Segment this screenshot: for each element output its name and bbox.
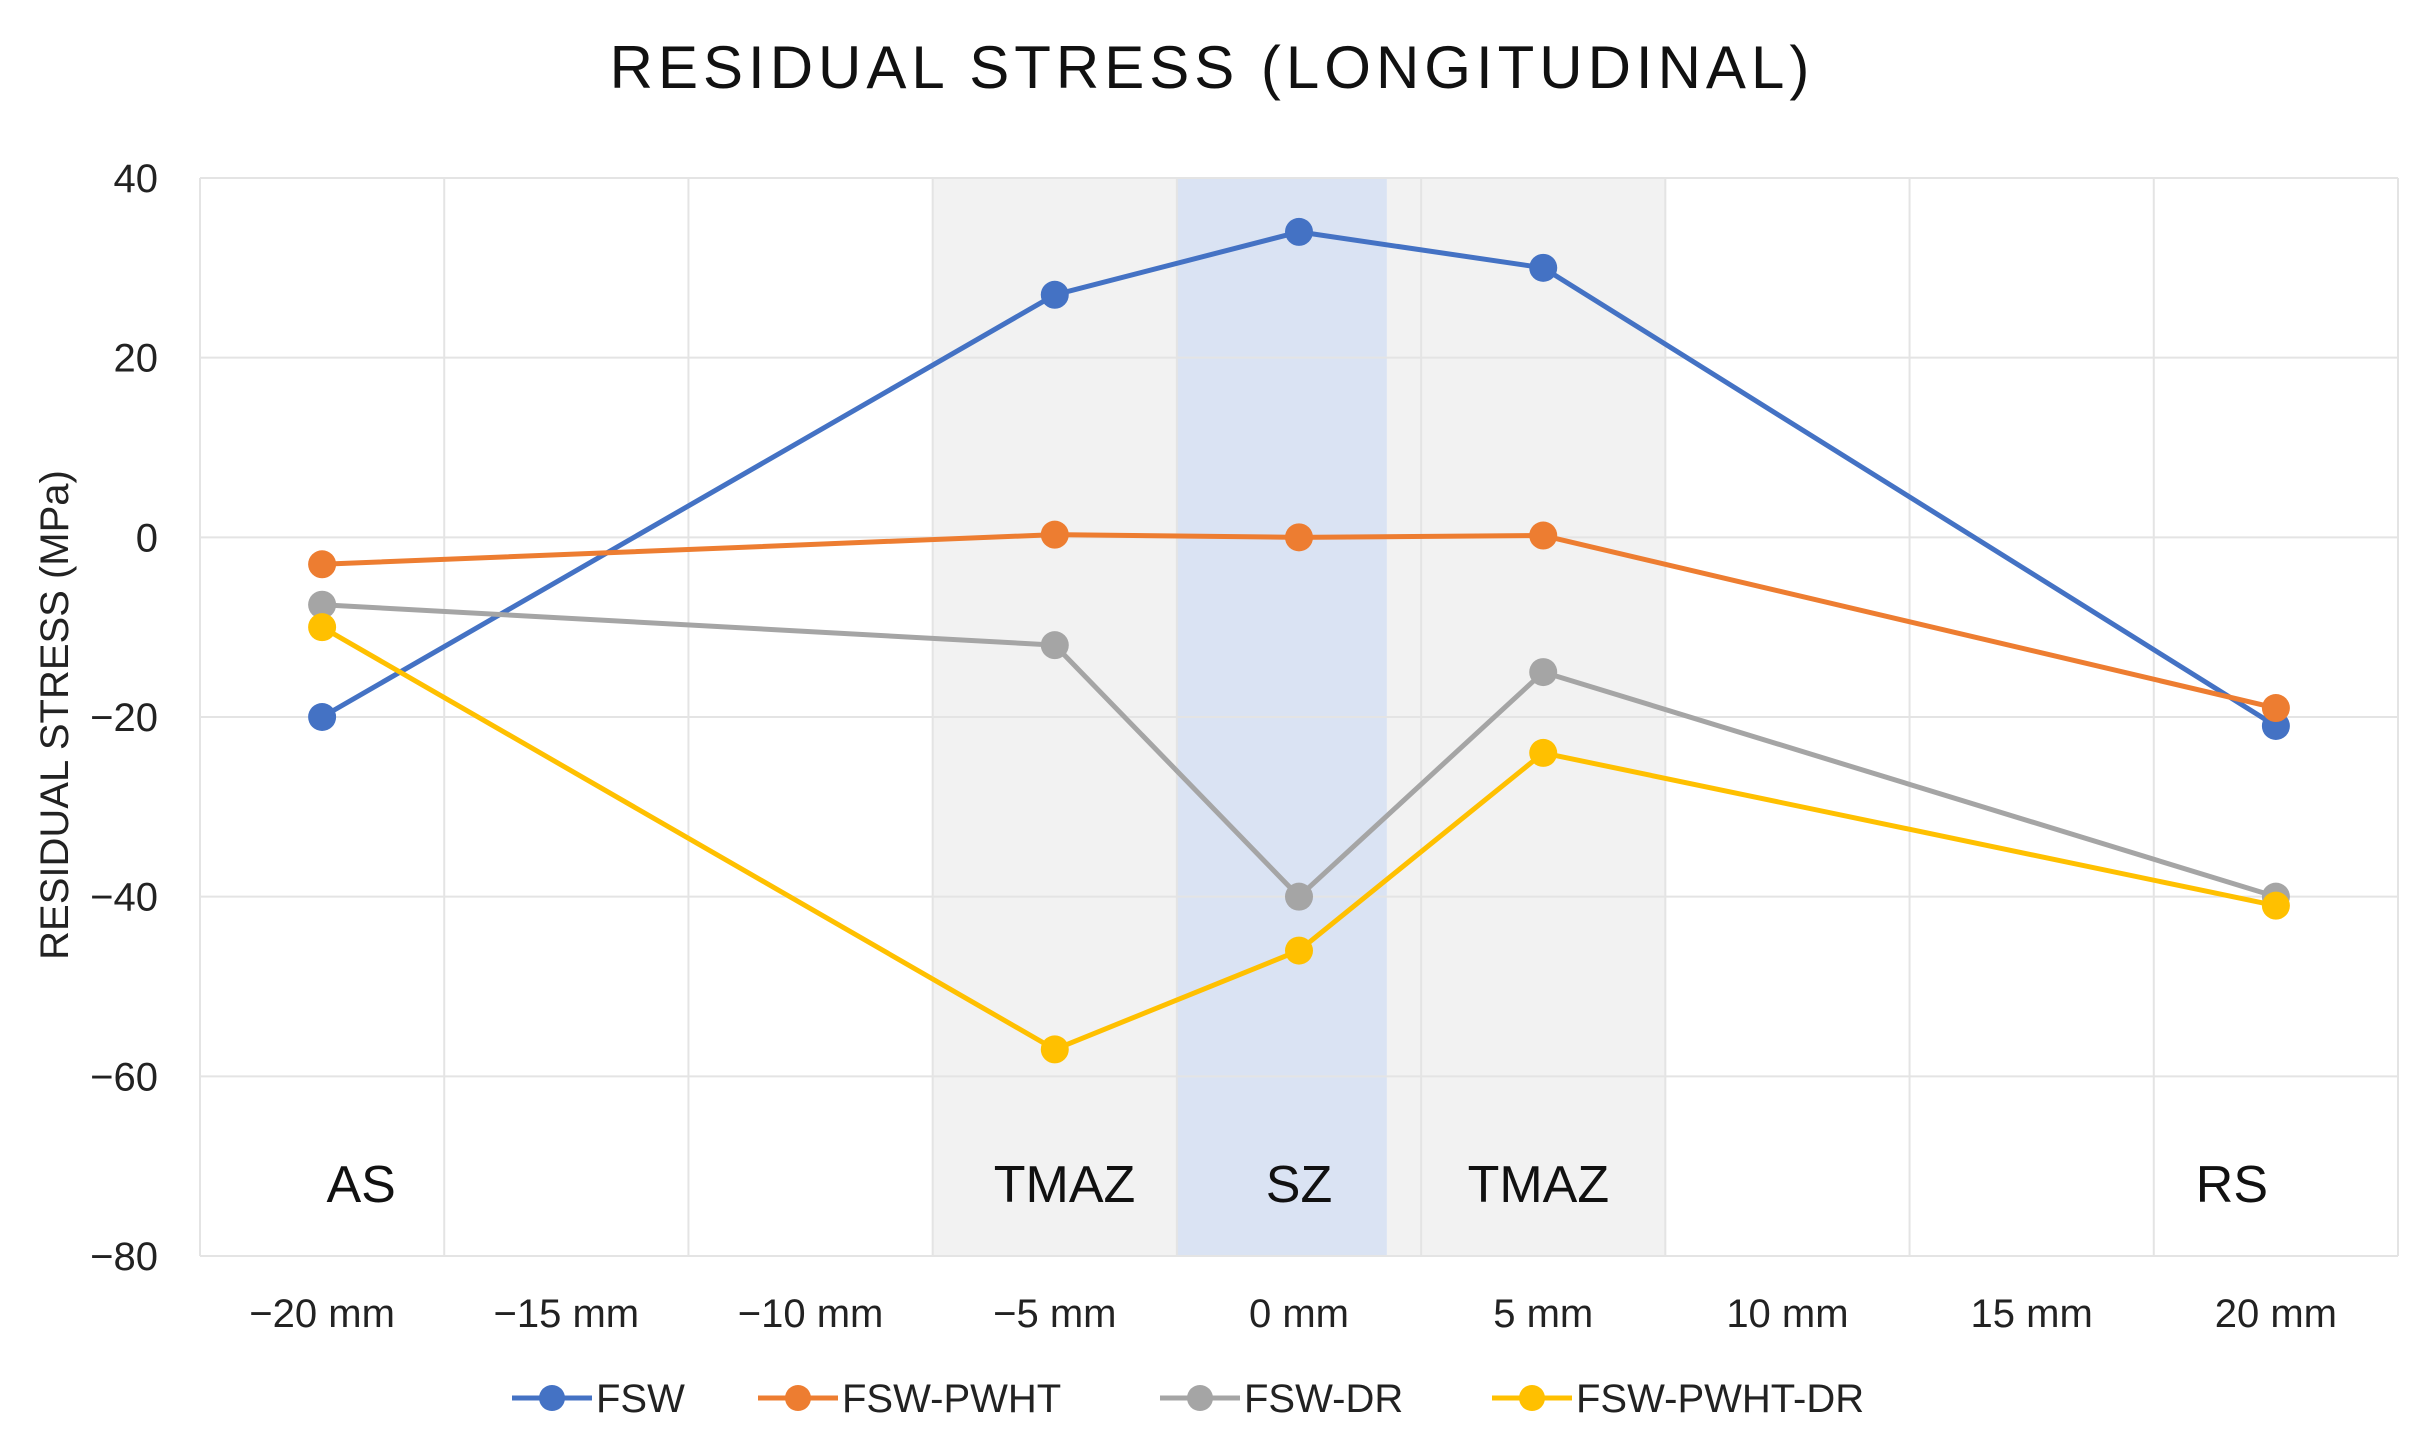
legend-marker-fsw [539,1385,565,1411]
data-point-fsw-pwht [2261,694,2290,723]
data-point-fsw [1040,280,1069,309]
legend-label-fsw-dr: FSW-DR [1244,1377,1403,1421]
data-point-fsw-dr [1040,631,1069,660]
data-point-fsw [1285,217,1313,246]
data-point-fsw-pwht [308,550,337,579]
x-tick-label: −5 mm [993,1292,1116,1336]
y-tick-label: 20 [114,337,159,381]
legend-marker-fsw-pwht [785,1385,811,1411]
y-tick-label: −60 [90,1055,158,1099]
data-point-fsw-pwht-dr [308,613,337,642]
x-tick-label: 20 mm [2215,1292,2337,1336]
x-tick-label: 15 mm [1971,1292,2093,1336]
zone-label-sz: SZ [1266,1156,1332,1214]
legend: FSW FSW-PWHT FSW-DR FSW-PWHT-DR [512,1377,1864,1421]
data-point-fsw-pwht [1285,523,1313,552]
legend-label-fsw-pwht: FSW-PWHT [842,1377,1061,1421]
data-point-fsw [308,703,337,731]
y-tick-label: −80 [90,1235,158,1279]
x-tick-label: 0 mm [1249,1292,1349,1336]
zone-labels: AS TMAZ SZ TMAZ RS [326,1156,2268,1214]
data-point-fsw-pwht [1529,521,1558,550]
data-point-fsw-pwht-dr [2261,891,2290,920]
legend-label-fsw: FSW [596,1377,685,1421]
data-point-fsw-pwht-dr [1285,936,1313,965]
legend-marker-fsw-pwht-dr [1519,1385,1545,1411]
y-axis-title: RESIDUAL STRESS (MPa) [33,470,77,960]
data-point-fsw-pwht [1040,520,1069,549]
zone-label-rs: RS [2196,1156,2268,1214]
x-tick-label: 5 mm [1493,1292,1593,1336]
x-tick-label: −15 mm [494,1292,640,1336]
y-tick-label: −40 [90,876,158,920]
zone-label-tmaz: TMAZ [1468,1156,1610,1214]
data-point-fsw-dr [1285,882,1313,911]
x-tick-label: −20 mm [249,1292,395,1336]
x-tick-label: 10 mm [1726,1292,1848,1336]
legend-label-fsw-pwht-dr: FSW-PWHT-DR [1576,1377,1864,1421]
data-point-fsw-pwht-dr [1529,738,1558,767]
y-tick-label: 0 [136,516,158,560]
zone-label-tmaz: TMAZ [994,1156,1136,1214]
data-point-fsw-dr [1529,658,1558,687]
series-group [308,217,2290,1064]
chart-title: RESIDUAL STRESS (LONGITUDINAL) [610,34,1815,101]
data-point-fsw-dr [308,590,337,619]
zone-label-as: AS [326,1156,395,1214]
y-tick-label: 40 [114,157,159,201]
y-tick-label: −20 [90,696,158,740]
data-point-fsw-pwht-dr [1040,1035,1069,1064]
x-tick-label: −10 mm [738,1292,884,1336]
legend-marker-fsw-dr [1187,1385,1213,1411]
axis-labels: 40 20 0 −20 −40 −60 −80 −20 mm −15 mm −10 mm −5 mm… [90,157,2337,1336]
data-point-fsw [1529,253,1558,282]
